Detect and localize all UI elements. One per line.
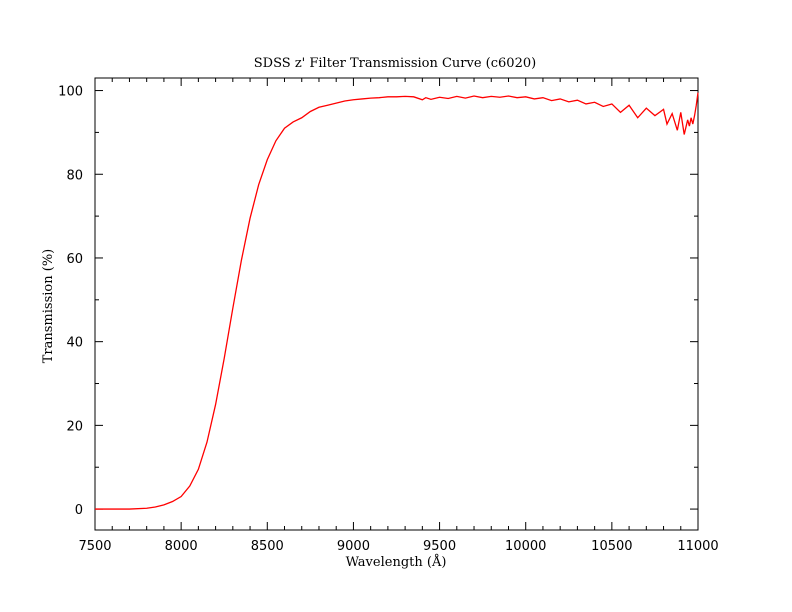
y-tick-label: 20 (66, 419, 83, 434)
y-tick-label: 0 (75, 503, 83, 518)
x-axis-title: Wavelength (Å) (346, 554, 447, 570)
y-axis-title: Transmission (%) (41, 249, 56, 364)
x-tick-label: 9000 (337, 539, 370, 554)
y-axis-tick-labels: 0 20 40 60 80 100 (58, 85, 83, 519)
x-tick-label: 8500 (251, 539, 284, 554)
x-tick-label: 8000 (165, 539, 198, 554)
x-tick-label: 11000 (677, 539, 718, 554)
y-tick-label: 100 (58, 85, 83, 100)
chart-title: SDSS z' Filter Transmission Curve (c6020… (254, 56, 536, 71)
y-tick-label: 80 (66, 168, 83, 183)
x-tick-label: 7500 (78, 539, 111, 554)
x-axis-tick-labels: 7500 8000 8500 9000 9500 10000 10500 11000 (78, 539, 718, 554)
plot-frame (94, 77, 699, 531)
y-tick-label: 40 (66, 336, 83, 351)
x-tick-label: 9500 (423, 539, 456, 554)
x-axis-ticks (94, 78, 699, 530)
y-tick-label: 60 (66, 252, 83, 267)
x-tick-label: 10500 (591, 539, 632, 554)
x-tick-label: 10000 (505, 539, 546, 554)
transmission-curve-line (95, 92, 699, 510)
y-axis-ticks (95, 90, 698, 510)
